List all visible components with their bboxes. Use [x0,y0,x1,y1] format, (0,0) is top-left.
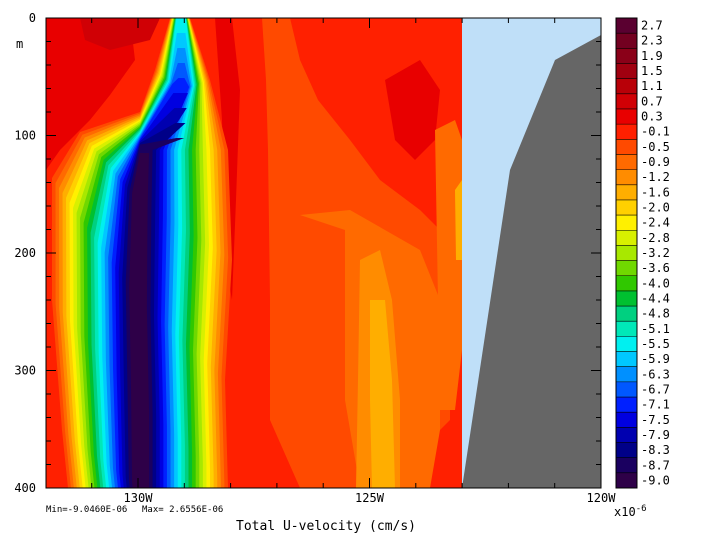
colorbar-exponent-base: x10 [614,505,636,519]
colorbar-frame [615,17,638,489]
colorbar-label: -4.0 [641,276,670,290]
colorbar-swatch [616,397,637,413]
y-tick-label: 400 [14,481,36,495]
x-axis: 130W 125W 120W [91,18,617,505]
colorbar-label: -7.9 [641,428,670,442]
colorbar-label: -0.1 [641,125,670,139]
colorbar-swatch [616,260,637,277]
colorbar-swatch [616,108,637,125]
colorbar-swatch [616,290,637,307]
colorbar-swatch [616,139,637,155]
colorbar-label: -8.3 [641,443,670,457]
colorbar-label: 2.7 [641,19,663,33]
stats-max-label: Max= 2.6556E-06 [142,505,223,515]
colorbar-label: -1.2 [641,170,670,184]
colorbar-label: -0.9 [641,155,670,169]
y-tick-label: 100 [14,129,36,143]
colorbar-swatch [616,351,637,368]
colorbar-label: -2.0 [641,201,670,215]
colorbar-swatch [616,93,637,110]
colorbar-label: -5.1 [641,322,670,336]
colorbar-label: -0.5 [641,140,670,154]
colorbar-swatch [616,78,637,95]
contour-pocket-0 [46,18,135,170]
colorbar-label: -7.1 [641,398,670,412]
colorbar-label: -6.3 [641,367,670,381]
colorbar-label: -4.8 [641,307,670,321]
colorbar-swatch [616,366,637,383]
x-tick-label: 120W [587,491,617,505]
colorbar-swatch [616,184,637,201]
colorbar-label: -3.6 [641,261,670,275]
colorbar-label: -8.7 [641,458,670,472]
colorbar-label: -3.2 [641,246,670,260]
colorbar-exponent: x10-6 [614,504,647,519]
colorbar-swatch [616,230,637,246]
colorbar-label: 1.9 [641,49,663,63]
y-tick-label: 200 [14,246,36,260]
y-axis: 0 100 200 300 400 [14,11,601,495]
contour-pocket-1 [80,18,160,50]
colorbar-swatch [616,199,637,216]
colorbar-label: -2.8 [641,231,670,245]
colorbar-label: -6.7 [641,382,670,396]
colorbar-swatch [616,275,637,292]
colorbar-label: -9.0 [641,473,670,487]
colorbar-swatch [616,457,637,474]
land-mask [462,35,601,488]
colorbar-label: 1.1 [641,79,663,93]
colorbar-label: -4.4 [641,291,670,305]
colorbar-swatch [616,336,637,352]
colorbar-swatch [616,215,637,231]
contour-pocket-3 [385,60,440,160]
y-axis-unit-label: m [16,37,23,51]
stats-min-label: Min=-9.0460E-06 [46,505,127,515]
colorbar-swatch [616,381,637,398]
colorbar-swatch [616,124,637,140]
colorbar-swatch [616,412,637,428]
colorbar-label: -5.9 [641,352,670,366]
colorbar-swatch [616,169,637,186]
colorbar-label: 0.3 [641,110,663,124]
colorbar-label: -1.6 [641,185,670,199]
colorbar-swatch [616,48,637,64]
colorbar-swatch [616,18,637,34]
colorbar-exponent-power: -6 [636,504,647,514]
x-tick-label: 130W [124,491,154,505]
colorbar-swatch [616,427,637,443]
colorbar-swatch [616,63,637,80]
colorbar-label: 0.7 [641,94,663,108]
colorbar-label: -5.5 [641,337,670,351]
x-tick-label: 125W [355,491,385,505]
colorbar-swatch [616,154,637,171]
colorbar-label: 1.5 [641,64,663,78]
contour-pocket-7 [370,300,395,488]
colorbar-swatch [616,33,637,49]
colorbar-swatch [616,245,637,261]
colorbar-label: -7.5 [641,413,670,427]
colorbar-swatch [616,306,637,322]
colorbar-swatch [616,321,637,337]
colorbar-label: -2.4 [641,216,670,230]
jet-band-22 [129,153,184,488]
colorbar-swatch [616,442,637,459]
x-axis-label: Total U-velocity (cm/s) [236,519,416,534]
y-tick-label: 0 [29,11,36,25]
colorbar-label: 2.3 [641,34,663,48]
colorbar: 2.72.31.91.51.10.7 0.3-0.1-0.5-0.9-1.2-1.… [615,17,670,489]
y-tick-label: 300 [14,364,36,378]
colorbar-swatch [616,472,637,489]
contour-pocket-9 [455,180,462,260]
contour-fields [46,18,601,488]
